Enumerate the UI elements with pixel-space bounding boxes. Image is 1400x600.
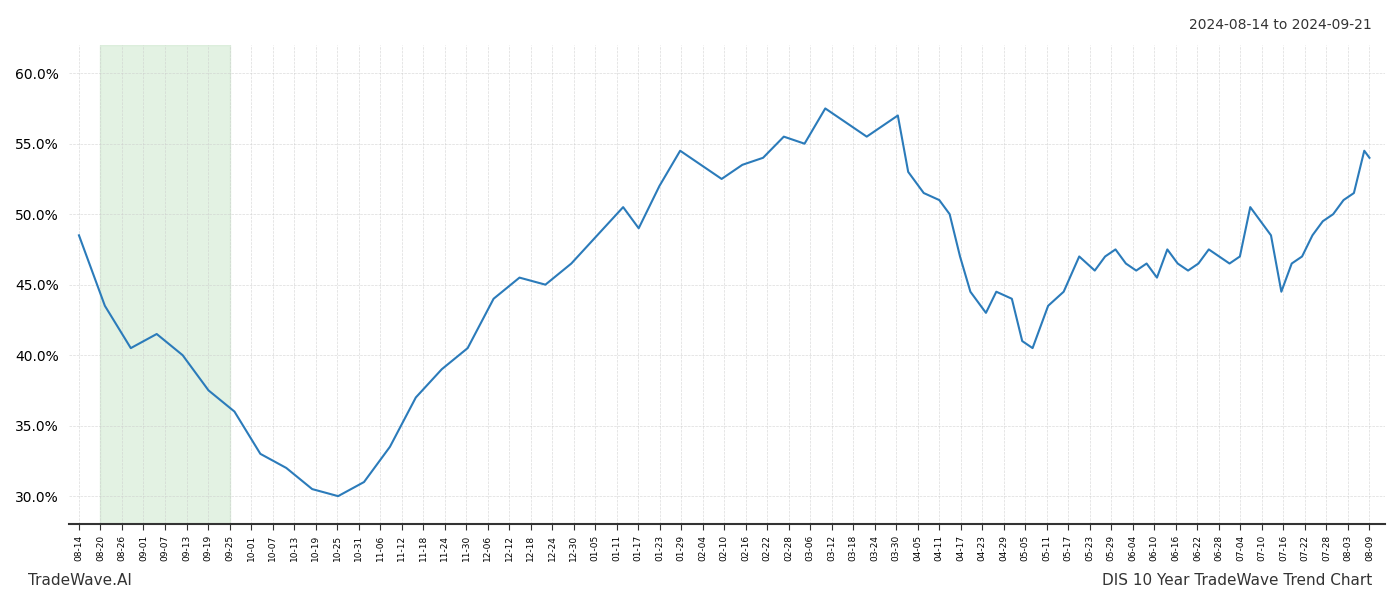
Text: 2024-08-14 to 2024-09-21: 2024-08-14 to 2024-09-21 <box>1189 18 1372 32</box>
Text: TradeWave.AI: TradeWave.AI <box>28 573 132 588</box>
Bar <box>101 45 230 524</box>
Text: DIS 10 Year TradeWave Trend Chart: DIS 10 Year TradeWave Trend Chart <box>1102 573 1372 588</box>
